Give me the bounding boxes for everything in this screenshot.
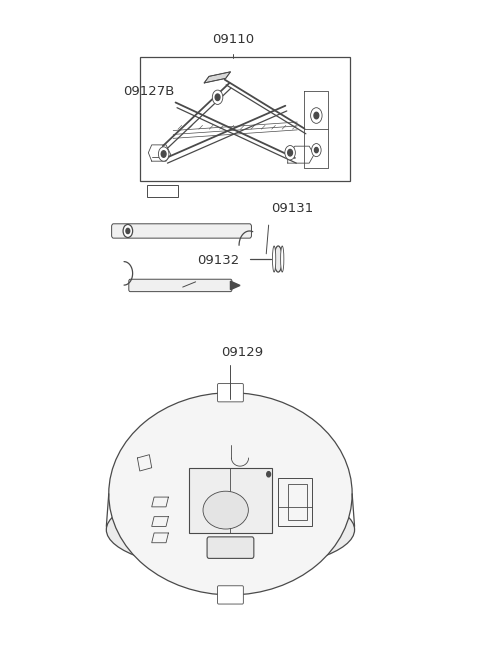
Circle shape (314, 147, 318, 153)
Circle shape (161, 151, 166, 157)
FancyBboxPatch shape (217, 384, 243, 402)
Bar (140, 57, 350, 181)
Bar (288, 484, 307, 520)
Circle shape (267, 472, 271, 477)
Circle shape (288, 149, 292, 156)
Text: 09131: 09131 (271, 202, 313, 215)
Text: 09110: 09110 (212, 33, 254, 46)
FancyBboxPatch shape (217, 586, 243, 604)
Circle shape (311, 107, 322, 123)
Ellipse shape (109, 393, 352, 595)
Ellipse shape (107, 489, 355, 570)
Text: 09132: 09132 (197, 255, 240, 267)
Circle shape (212, 90, 223, 104)
Bar (147, 185, 178, 197)
Circle shape (158, 147, 169, 161)
Circle shape (285, 145, 295, 160)
Text: 09129: 09129 (221, 346, 263, 359)
Circle shape (314, 112, 319, 119)
Polygon shape (204, 72, 230, 83)
Ellipse shape (274, 246, 282, 272)
FancyBboxPatch shape (112, 224, 252, 238)
Polygon shape (230, 281, 240, 290)
FancyBboxPatch shape (207, 537, 254, 558)
Ellipse shape (203, 491, 248, 529)
Circle shape (126, 229, 130, 234)
Circle shape (215, 94, 220, 100)
Circle shape (123, 225, 132, 238)
Ellipse shape (273, 246, 276, 272)
Bar (189, 468, 272, 533)
Text: 09127B: 09127B (123, 85, 174, 98)
FancyBboxPatch shape (129, 279, 232, 291)
Bar (278, 477, 312, 527)
Circle shape (312, 143, 321, 157)
Ellipse shape (281, 246, 284, 272)
